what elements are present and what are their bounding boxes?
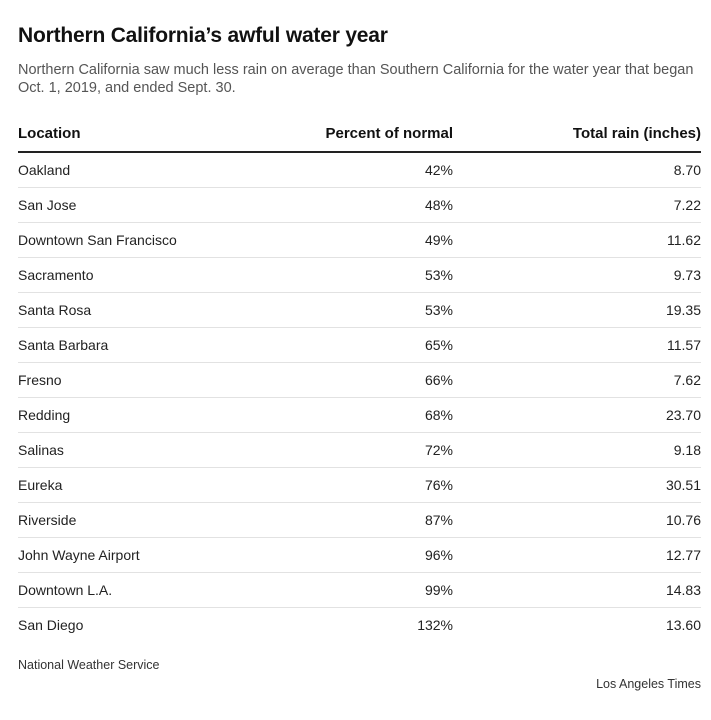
cell-percent-of-normal: 76% — [218, 467, 453, 503]
cell-percent-of-normal: 42% — [218, 152, 453, 188]
credit-line: Los Angeles Times — [596, 677, 701, 691]
column-header-total-rain: Total rain (inches) — [453, 115, 701, 153]
cell-location: Downtown L.A. — [18, 572, 218, 608]
cell-percent-of-normal: 53% — [218, 292, 453, 328]
column-header-percent-of-normal: Percent of normal — [218, 115, 453, 153]
cell-percent-of-normal: 48% — [218, 187, 453, 223]
cell-total-rain: 23.70 — [453, 397, 701, 433]
cell-percent-of-normal: 96% — [218, 537, 453, 573]
table-body: Oakland 42% 8.70 San Jose 48% 7.22 Downtown Sa… — [18, 152, 701, 642]
cell-percent-of-normal: 99% — [218, 572, 453, 608]
cell-location: Fresno — [18, 362, 218, 398]
cell-location: Santa Barbara — [18, 327, 218, 363]
cell-total-rain: 10.76 — [453, 502, 701, 538]
cell-location: Riverside — [18, 502, 218, 538]
cell-total-rain: 9.73 — [453, 257, 701, 293]
table-row: Eureka 76% 30.51 — [18, 467, 701, 503]
rain-table: Location Percent of normal Total rain (i… — [18, 115, 701, 642]
cell-location: San Diego — [18, 617, 84, 633]
cell-location: Eureka — [18, 467, 218, 503]
table-row: Downtown L.A. 99% 14.83 — [18, 572, 701, 608]
cell-percent-of-normal: 49% — [218, 222, 453, 258]
cell-total-rain: 7.22 — [453, 187, 701, 223]
table-row: Santa Barbara 65% 11.57 — [18, 327, 701, 363]
cell-total-rain: 11.57 — [453, 327, 701, 363]
cell-percent-of-normal: 68% — [218, 397, 453, 433]
cell-total-rain: 7.62 — [453, 362, 701, 398]
rain-table-container: Location Percent of normal Total rain (i… — [18, 115, 701, 642]
source-note: National Weather Service — [18, 658, 160, 672]
cell-location: Santa Rosa — [18, 292, 218, 328]
cell-percent-of-normal: 65% — [218, 327, 453, 363]
table-row: Salinas 72% 9.18 — [18, 432, 701, 468]
cell-total-rain: 30.51 — [453, 467, 701, 503]
table-row: Santa Rosa 53% 19.35 — [18, 292, 701, 328]
table-row: Fresno 66% 7.62 — [18, 362, 701, 398]
cell-location: Oakland — [18, 152, 218, 188]
table-header: Location Percent of normal Total rain (i… — [18, 115, 701, 153]
cell-percent-of-normal: 53% — [218, 257, 453, 293]
cell-location: John Wayne Airport — [18, 537, 218, 573]
header-row: Location Percent of normal Total rain (i… — [18, 115, 701, 153]
cell-location: Sacramento — [18, 257, 218, 293]
table-row: John Wayne Airport 96% 12.77 — [18, 537, 701, 573]
cell-percent-of-normal: 72% — [218, 432, 453, 468]
chart-title: Northern California’s awful water year — [18, 24, 388, 47]
cell-location: Salinas — [18, 432, 218, 468]
table-row: San Jose 48% 7.22 — [18, 187, 701, 223]
cell-percent-of-normal: 66% — [218, 362, 453, 398]
cell-total-rain: 14.83 — [453, 572, 701, 608]
table-row: Riverside 87% 10.76 — [18, 502, 701, 538]
column-header-location: Location — [18, 115, 218, 153]
table-row: Redding 68% 23.70 — [18, 397, 701, 433]
cell-total-rain: 8.70 — [453, 152, 701, 188]
table-row: Sacramento 53% 9.73 — [18, 257, 701, 293]
cell-total-rain: 11.62 — [453, 222, 701, 258]
cell-total-rain: 12.77 — [453, 537, 701, 573]
table-row: Downtown San Francisco 49% 11.62 — [18, 222, 701, 258]
cell-total-rain: 9.18 — [453, 432, 701, 468]
cell-percent-of-normal: 132% — [417, 617, 453, 633]
table-row: San Diego 132% 13.60 — [18, 608, 701, 643]
cell-total-rain: 19.35 — [453, 292, 701, 328]
cell-location: San Jose — [18, 187, 218, 223]
chart-subtitle: Northern California saw much less rain o… — [18, 62, 694, 96]
cell-location: Downtown San Francisco — [18, 222, 218, 258]
cell-percent-of-normal: 87% — [218, 502, 453, 538]
cell-total-rain: 13.60 — [665, 617, 701, 633]
cell-location: Redding — [18, 397, 218, 433]
table-row: Oakland 42% 8.70 — [18, 152, 701, 188]
